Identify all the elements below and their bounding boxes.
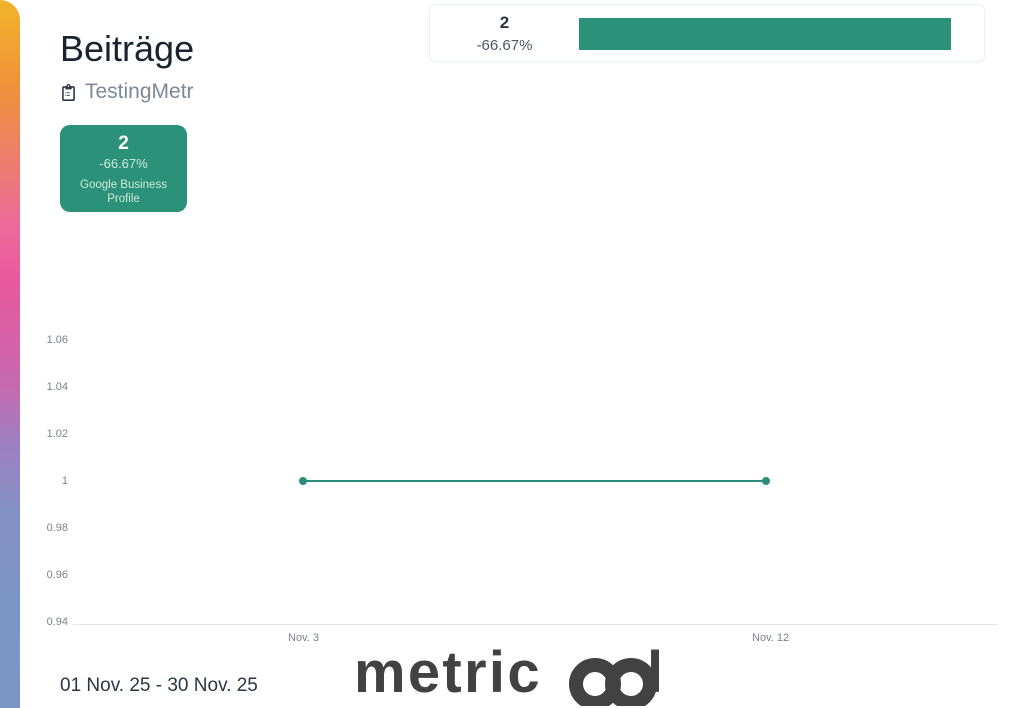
svg-text:l: l — [647, 640, 663, 705]
svg-text:metric: metric — [354, 640, 542, 705]
